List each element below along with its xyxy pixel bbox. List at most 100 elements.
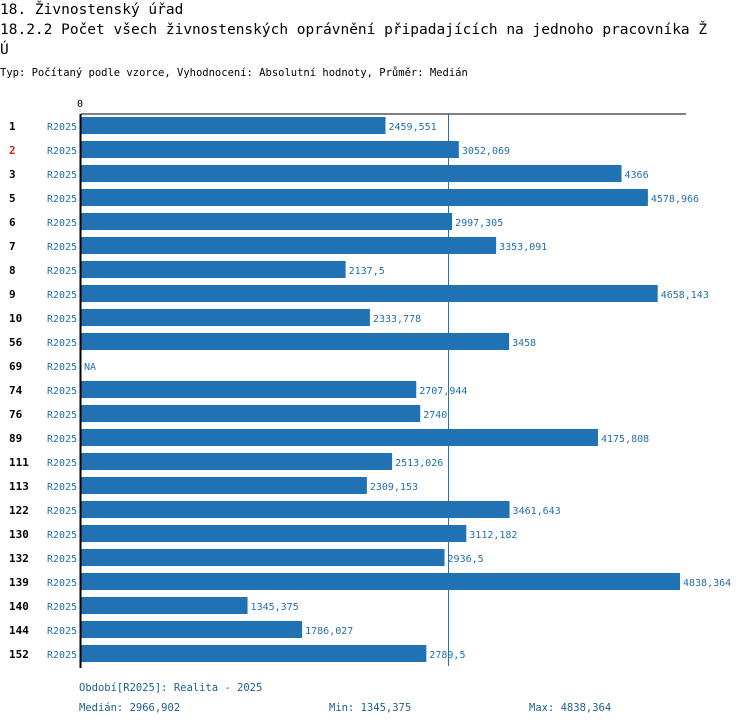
bar-value-label: 4838,364 [683,578,731,589]
bar [81,525,467,542]
bar [81,141,459,158]
chart-title-line3: Ú [0,42,9,58]
bar-value-label: 2740 [423,410,447,421]
row-period-label: R2025 [47,314,77,325]
bar [81,405,421,422]
bar [81,165,622,182]
bar-value-label: 1345,375 [251,602,299,613]
bar [81,333,510,350]
bar-value-label: 1786,027 [305,626,353,637]
row-period-label: R2025 [47,602,77,613]
row-id-label: 2 [9,144,16,157]
bar-value-label: NA [84,362,96,373]
row-period-label: R2025 [47,626,77,637]
row-period-label: R2025 [47,266,77,277]
bar-value-label: 2513,026 [395,458,443,469]
row-period-label: R2025 [47,218,77,229]
footer-min: Min: 1345,375 [329,702,412,714]
bar [81,429,598,446]
row-id-label: 5 [9,192,16,205]
bar [81,261,346,278]
row-period-label: R2025 [47,410,77,421]
bar-value-label: 2459,551 [388,122,436,133]
row-id-label: 74 [9,384,23,397]
row-id-label: 9 [9,288,16,301]
row-period-label: R2025 [47,242,77,253]
bar [81,453,393,470]
bar-value-label: 3461,643 [513,506,561,517]
bar [81,117,386,134]
bar [81,309,370,326]
bar [81,285,658,302]
row-period-label: R2025 [47,458,77,469]
row-id-label: 130 [9,528,29,541]
bar-value-label: 4578,966 [651,194,699,205]
bar [81,597,248,614]
bar-value-label: 4175,808 [601,434,649,445]
footer-period-note: Období[R2025]: Realita - 2025 [79,682,263,694]
row-id-label: 7 [9,240,16,253]
footer-max: Max: 4838,364 [529,702,612,714]
bar-value-label: 2333,778 [373,314,421,325]
bar-value-label: 3052,069 [462,146,510,157]
x-axis-zero-label: 0 [77,99,83,110]
row-period-label: R2025 [47,362,77,373]
bar [81,477,367,494]
chart-title-line1: 18. Živnostenský úřad [0,2,184,18]
bar-value-label: 4366 [625,170,649,181]
bar [81,621,303,638]
bar [81,213,453,230]
row-id-label: 56 [9,336,23,349]
bar [81,189,648,206]
row-id-label: 132 [9,552,29,565]
row-period-label: R2025 [47,530,77,541]
row-id-label: 89 [9,432,22,445]
row-period-label: R2025 [47,194,77,205]
row-id-label: 10 [9,312,22,325]
row-id-label: 69 [9,360,22,373]
row-period-label: R2025 [47,506,77,517]
chart-subtitle: Typ: Počítaný podle vzorce, Vyhodnocení:… [0,67,468,79]
row-period-label: R2025 [47,338,77,349]
bar-value-label: 2936,5 [448,554,484,565]
bar [81,501,510,518]
row-period-label: R2025 [47,146,77,157]
row-id-label: 152 [9,648,29,661]
bar-value-label: 2137,5 [349,266,385,277]
bar-value-label: 3112,182 [469,530,517,541]
row-period-label: R2025 [47,170,77,181]
bar-value-label: 2707,944 [419,386,467,397]
row-id-label: 6 [9,216,16,229]
bar-value-label: 3353,091 [499,242,547,253]
bar-value-label: 3458 [512,338,536,349]
bar-value-label: 2997,305 [455,218,503,229]
row-id-label: 111 [9,456,29,469]
row-period-label: R2025 [47,434,77,445]
row-period-label: R2025 [47,290,77,301]
row-period-label: R2025 [47,554,77,565]
row-id-label: 1 [9,120,16,133]
footer-median: Medián: 2966,902 [79,702,181,714]
row-period-label: R2025 [47,386,77,397]
row-id-label: 144 [9,624,29,637]
bar [81,549,445,566]
bar [81,381,417,398]
row-id-label: 8 [9,264,16,277]
row-id-label: 140 [9,600,29,613]
bar [81,237,497,254]
row-id-label: 3 [9,168,16,181]
row-period-label: R2025 [47,122,77,133]
row-id-label: 76 [9,408,23,421]
chart-title-line2: 18.2.2 Počet všech živnostenských oprávn… [0,22,708,38]
bar-value-label: 2309,153 [370,482,418,493]
row-period-label: R2025 [47,650,77,661]
row-id-label: 139 [9,576,29,589]
row-id-label: 122 [9,504,29,517]
row-id-label: 113 [9,480,29,493]
bar-value-label: 4658,143 [661,290,709,301]
row-period-label: R2025 [47,482,77,493]
bar-value-label: 2789,5 [429,650,465,661]
row-period-label: R2025 [47,578,77,589]
bar [81,645,427,662]
